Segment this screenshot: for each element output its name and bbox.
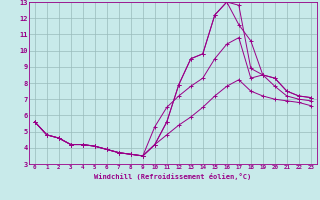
X-axis label: Windchill (Refroidissement éolien,°C): Windchill (Refroidissement éolien,°C) [94, 173, 252, 180]
